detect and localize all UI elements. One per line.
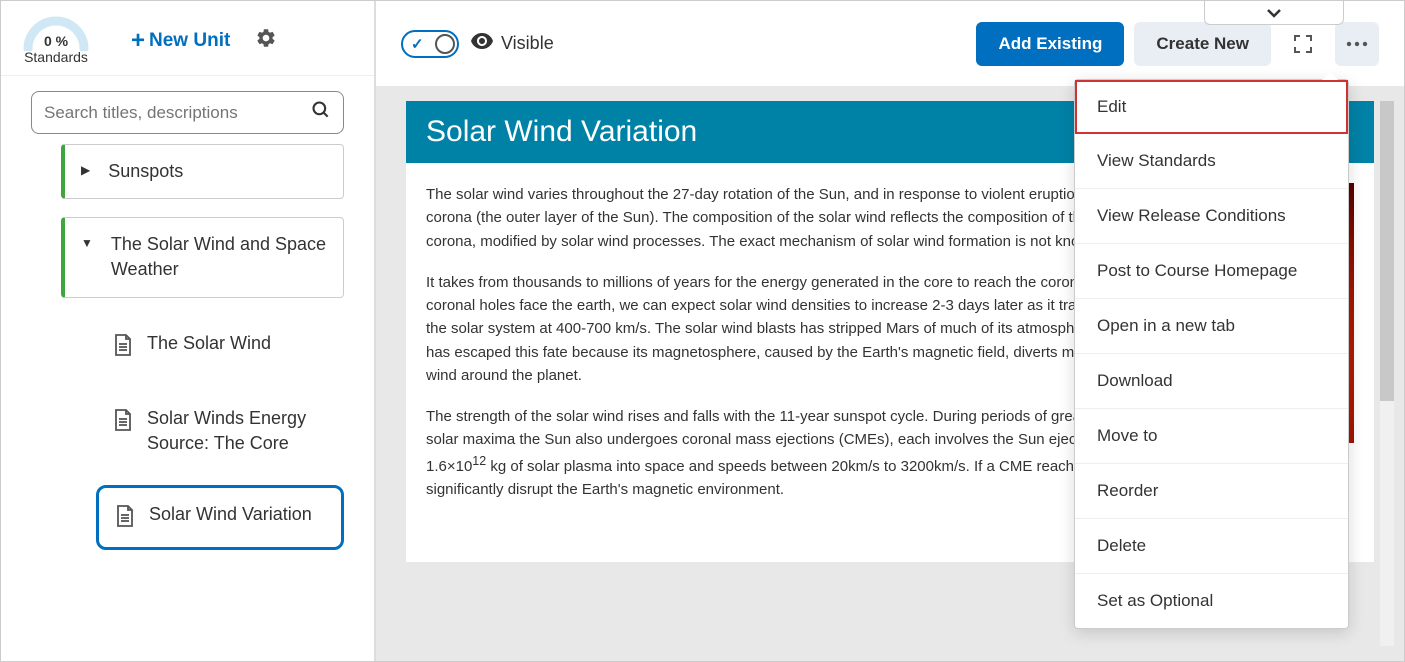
chevron-right-icon: ▶	[81, 163, 90, 177]
search-input[interactable]	[44, 103, 311, 123]
search-icon	[311, 100, 331, 125]
sidebar: 0 % Standards + New Unit ▶ Sunspots ▼ Th…	[1, 1, 376, 661]
main-area: ✓ Visible Add Existing Create New Solar …	[376, 1, 1404, 661]
unit-sunspots[interactable]: ▶ Sunspots	[61, 144, 344, 199]
topic-label: The Solar Wind	[147, 331, 271, 356]
menu-item-view-release-conditions[interactable]: View Release Conditions	[1075, 189, 1348, 244]
visibility-toggle[interactable]: ✓	[401, 30, 459, 58]
menu-item-download[interactable]: Download	[1075, 354, 1348, 409]
standards-gauge[interactable]: 0 % Standards	[21, 16, 91, 65]
plus-icon: +	[131, 27, 145, 55]
gear-icon[interactable]	[255, 27, 277, 54]
toggle-knob	[435, 34, 455, 54]
sidebar-header: 0 % Standards + New Unit	[1, 1, 374, 76]
document-icon	[113, 408, 133, 437]
unit-tree: ▶ Sunspots ▼ The Solar Wind and Space We…	[1, 144, 374, 550]
document-icon	[115, 504, 135, 533]
unit-label: The Solar Wind and Space Weather	[111, 232, 327, 282]
document-icon	[113, 333, 133, 362]
topic-energy-source-core[interactable]: Solar Winds Energy Source: The Core	[96, 391, 344, 471]
add-existing-button[interactable]: Add Existing	[976, 22, 1124, 66]
chevron-down-icon: ▼	[81, 236, 93, 250]
fullscreen-button[interactable]	[1281, 22, 1325, 66]
unit-label: Sunspots	[108, 159, 183, 184]
collapse-chevron-button[interactable]	[1204, 1, 1344, 25]
more-actions-menu: Edit View Standards View Release Conditi…	[1074, 79, 1349, 629]
menu-item-post-homepage[interactable]: Post to Course Homepage	[1075, 244, 1348, 299]
menu-item-set-optional[interactable]: Set as Optional	[1075, 574, 1348, 628]
standards-percent: 0 %	[21, 33, 91, 49]
topic-solar-wind-variation[interactable]: Solar Wind Variation	[96, 485, 344, 550]
content-paragraph: The solar wind varies throughout the 27-…	[426, 183, 1174, 253]
content-paragraph: It takes from thousands to millions of y…	[426, 271, 1174, 387]
topic-the-solar-wind[interactable]: The Solar Wind	[96, 316, 344, 377]
create-new-button[interactable]: Create New	[1134, 22, 1271, 66]
visible-label: Visible	[501, 33, 554, 54]
new-unit-label: New Unit	[149, 30, 230, 52]
topic-label: Solar Winds Energy Source: The Core	[147, 406, 327, 456]
menu-item-open-new-tab[interactable]: Open in a new tab	[1075, 299, 1348, 354]
content-paragraph: The strength of the solar wind rises and…	[426, 405, 1174, 501]
new-unit-button[interactable]: + New Unit	[131, 27, 230, 55]
menu-item-move-to[interactable]: Move to	[1075, 409, 1348, 464]
scrollbar-thumb[interactable]	[1380, 101, 1394, 401]
more-actions-button[interactable]	[1335, 22, 1379, 66]
standards-label: Standards	[21, 49, 91, 65]
menu-item-reorder[interactable]: Reorder	[1075, 464, 1348, 519]
menu-item-edit[interactable]: Edit	[1075, 80, 1348, 134]
topic-label: Solar Wind Variation	[149, 502, 312, 527]
menu-item-view-standards[interactable]: View Standards	[1075, 134, 1348, 189]
content-scrollbar[interactable]	[1380, 101, 1394, 646]
menu-item-delete[interactable]: Delete	[1075, 519, 1348, 574]
search-input-wrap[interactable]	[31, 91, 344, 134]
eye-icon	[471, 33, 493, 54]
unit-solar-wind-weather[interactable]: ▼ The Solar Wind and Space Weather	[61, 217, 344, 297]
check-icon: ✓	[411, 35, 424, 53]
